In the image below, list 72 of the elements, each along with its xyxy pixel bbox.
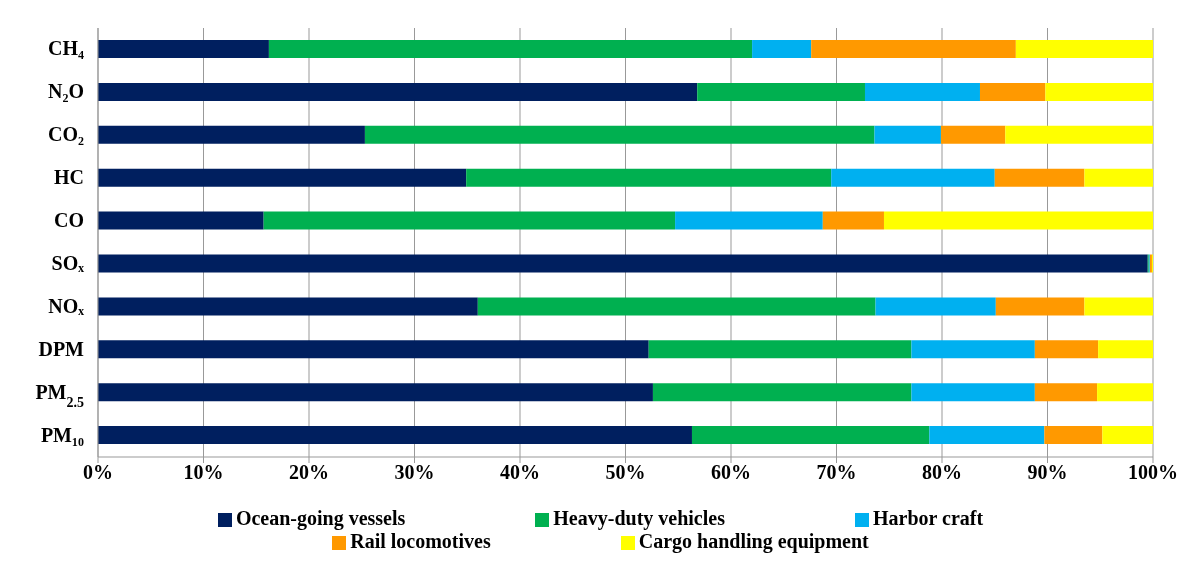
bar xyxy=(1005,125,1153,144)
bar xyxy=(98,426,692,445)
bar xyxy=(994,168,1085,187)
bar xyxy=(1015,40,1153,58)
x-tick-label: 0% xyxy=(83,461,113,484)
bar xyxy=(466,168,832,187)
y-tick-label: CH₄ xyxy=(48,37,84,60)
x-tick-label: 100% xyxy=(1128,461,1178,484)
bar xyxy=(875,297,996,316)
bar xyxy=(263,211,676,230)
bar xyxy=(979,82,1046,101)
y-tick-label: NOₓ xyxy=(48,294,85,317)
bar xyxy=(1097,383,1153,402)
bar xyxy=(1098,340,1153,359)
y-tick-label: N₂O xyxy=(48,80,84,103)
legend-label: Cargo handling equipment xyxy=(638,530,869,552)
bar xyxy=(1044,426,1103,445)
legend-label: Ocean-going vessels xyxy=(235,507,406,529)
bar xyxy=(364,125,875,144)
x-tick-label: 10% xyxy=(183,461,224,484)
bar xyxy=(98,211,264,230)
legend-label: Heavy-duty vehicles xyxy=(553,507,725,529)
bar xyxy=(911,340,1035,359)
bar xyxy=(1034,383,1098,402)
bar xyxy=(1084,297,1153,316)
bar xyxy=(831,168,995,187)
y-tick-label: DPM xyxy=(38,337,85,360)
bar xyxy=(864,82,980,101)
bar xyxy=(883,211,1153,230)
bar xyxy=(652,383,912,402)
bar xyxy=(98,340,649,359)
bar xyxy=(1102,426,1153,445)
x-tick-label: 40% xyxy=(500,461,540,484)
bar xyxy=(1084,168,1153,187)
bar xyxy=(929,426,1045,445)
bar xyxy=(811,40,1016,58)
y-tick-label: HC xyxy=(54,166,84,189)
bar xyxy=(675,211,823,230)
bar xyxy=(98,383,653,402)
bar xyxy=(911,383,1035,402)
x-tick-label: 50% xyxy=(605,461,646,484)
bar xyxy=(98,40,269,58)
x-tick-label: 80% xyxy=(922,461,962,484)
bar xyxy=(1045,82,1153,101)
bar xyxy=(648,340,912,359)
x-tick-label: 90% xyxy=(1027,461,1068,484)
bar xyxy=(98,125,365,144)
y-tick-label: PM$_{2.5}$ xyxy=(35,380,84,410)
x-tick-label: 70% xyxy=(816,461,857,484)
legend-label: Harbor craft xyxy=(872,507,984,529)
bar xyxy=(268,40,753,58)
x-tick-label: 30% xyxy=(394,461,435,484)
bar xyxy=(477,297,876,316)
y-tick-label: CO xyxy=(54,209,84,232)
x-tick-label: 60% xyxy=(711,461,751,484)
bar xyxy=(940,125,1006,144)
legend-label: Rail locomotives xyxy=(350,530,491,552)
bar xyxy=(98,254,1148,273)
bar xyxy=(874,125,941,144)
bar xyxy=(697,82,865,101)
bar xyxy=(1034,340,1099,359)
y-tick-label: SOₓ xyxy=(51,251,85,274)
bar xyxy=(98,297,478,316)
bar xyxy=(691,426,930,445)
y-tick-label: CO₂ xyxy=(48,123,84,146)
bar xyxy=(752,40,812,58)
bar xyxy=(98,168,467,187)
bar xyxy=(98,82,698,101)
x-tick-label: 20% xyxy=(289,461,329,484)
y-tick-label: PM₁₀ xyxy=(40,423,84,446)
bar xyxy=(995,297,1085,316)
bar xyxy=(822,211,884,230)
